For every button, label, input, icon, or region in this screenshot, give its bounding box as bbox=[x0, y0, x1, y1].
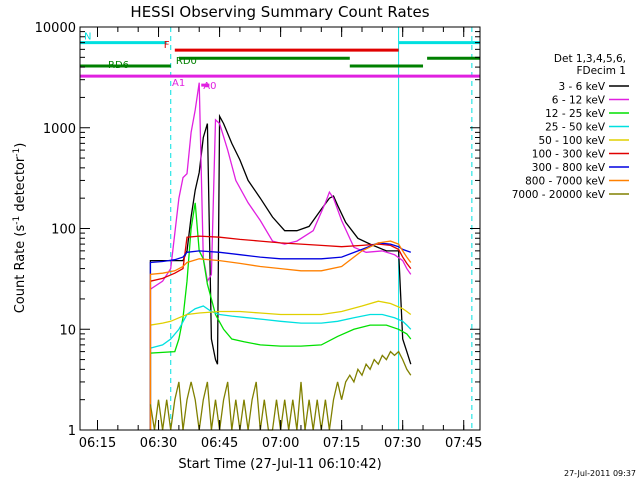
legend-label: 6 - 12 keV bbox=[552, 95, 606, 107]
legend-label: 50 - 100 keV bbox=[538, 135, 605, 147]
legend-label: 100 - 300 keV bbox=[532, 149, 606, 161]
series-line-4 bbox=[149, 305, 412, 430]
plot-frame bbox=[79, 26, 481, 431]
legend-label: 3 - 6 keV bbox=[558, 81, 605, 93]
series-line-3 bbox=[149, 202, 412, 430]
x-tick-label: 07:00 bbox=[262, 436, 299, 451]
y-tick-label: 100 bbox=[51, 223, 76, 238]
plot-timestamp: 27-Jul-2011 09:37 bbox=[564, 469, 636, 478]
state-bar-label: A0 bbox=[203, 81, 216, 92]
legend-label: 300 - 800 keV bbox=[532, 162, 606, 174]
legend-header: Det 1,3,4,5,6, bbox=[554, 53, 626, 65]
series-line-6 bbox=[149, 235, 412, 430]
x-tick-label: 07:45 bbox=[445, 436, 482, 451]
y-tick-label: 1000 bbox=[43, 122, 76, 137]
chart-title: HESSI Observing Summary Count Rates bbox=[130, 3, 429, 21]
x-axis-label: Start Time (27-Jul-11 06:10:42) bbox=[178, 457, 381, 472]
state-bar-label: RD6 bbox=[108, 60, 129, 71]
series-line-7 bbox=[149, 242, 412, 430]
x-tick-label: 07:15 bbox=[323, 436, 360, 451]
y-tick-label: 10 bbox=[59, 323, 76, 338]
x-tick-label: 06:15 bbox=[79, 436, 116, 451]
series-line-1 bbox=[149, 113, 412, 430]
legend-label: 25 - 50 keV bbox=[545, 122, 606, 134]
x-tick-label: 07:30 bbox=[384, 436, 421, 451]
y-tick-label: 10000 bbox=[35, 21, 76, 36]
axes: 1 10 100 1000 10000 06:15 06:30 06:45 07:00 07:15… bbox=[35, 21, 483, 451]
series-line-2 bbox=[149, 82, 412, 430]
legend-label: 12 - 25 keV bbox=[545, 108, 606, 120]
x-tick-label: 06:45 bbox=[201, 436, 238, 451]
state-bar-label: A1 bbox=[172, 78, 185, 89]
x-tick-label: 06:30 bbox=[140, 436, 177, 451]
series-line-5 bbox=[149, 300, 412, 430]
legend: Det 1,3,4,5,6,FDecim 1 3 - 6 keV 6 - 12 ke… bbox=[512, 53, 629, 201]
series-line-8 bbox=[149, 240, 412, 430]
series-line-9 bbox=[149, 350, 412, 431]
state-bar-label: N bbox=[84, 32, 91, 43]
state-bar-label: RD0 bbox=[176, 56, 197, 67]
plot-area: N F RD0 RD6 A0 A1 bbox=[79, 27, 480, 431]
state-bar-label: F bbox=[164, 40, 170, 51]
legend-label: 800 - 7000 keV bbox=[525, 176, 606, 188]
y-tick-label: 1 bbox=[68, 424, 76, 439]
y-axis-label: Count Rate (s-1 detector-1) bbox=[12, 143, 28, 314]
legend-label: 7000 - 20000 keV bbox=[512, 189, 606, 201]
legend-header: FDecim 1 bbox=[576, 65, 626, 77]
